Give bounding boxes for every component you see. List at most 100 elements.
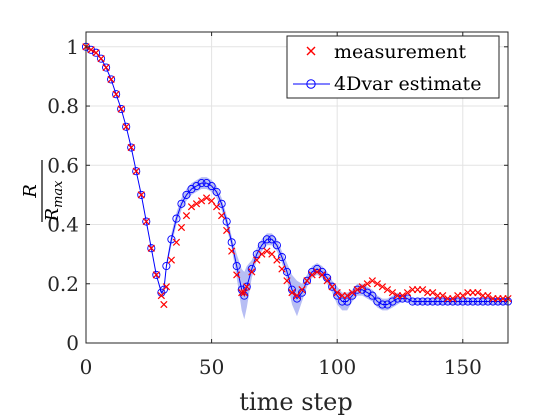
estimate-point	[222, 217, 231, 226]
y-axis-denominator-sub: max	[51, 180, 66, 208]
estimate-point	[162, 261, 171, 271]
measurement-point-stroke	[484, 291, 492, 300]
measurement-point-stroke	[278, 265, 286, 273]
tick-labels: 0 50 100 150 0 0.2 0.4 0.6 0.8 1	[47, 35, 482, 379]
measurement-point	[132, 167, 140, 175]
legend-box	[286, 35, 500, 99]
measurement-point	[197, 197, 206, 205]
measurement-point-stroke	[162, 283, 171, 291]
measurement-point-stroke	[218, 212, 226, 220]
estimate-point	[177, 199, 186, 208]
measurement-point	[273, 256, 281, 264]
measurement-point-stroke	[363, 280, 371, 288]
measurement-point-stroke	[212, 203, 221, 211]
measurement-point	[177, 223, 186, 232]
measurement-point-stroke	[152, 271, 160, 279]
plot-frame	[85, 31, 509, 344]
measurement-point	[112, 90, 120, 98]
estimate-point	[483, 297, 492, 306]
estimate-point	[468, 297, 477, 306]
measurement-point	[343, 291, 351, 300]
measurement-point-stroke	[403, 289, 412, 297]
estimate-point	[252, 250, 261, 259]
estimate-point	[267, 235, 276, 244]
measurement-point	[303, 277, 311, 285]
y-tick-label: 0.2	[47, 272, 79, 296]
measurement-point-stroke	[449, 294, 457, 303]
estimate-point	[458, 297, 467, 306]
measurement-point-stroke	[303, 277, 311, 285]
measurement-point	[258, 250, 266, 258]
measurement-point	[218, 212, 226, 220]
estimate-point	[478, 297, 487, 306]
measurement-point	[298, 286, 306, 294]
measurement-point	[238, 289, 246, 297]
measurement-point	[398, 291, 407, 300]
measurement-point-stroke	[240, 289, 248, 297]
measurement-point-stroke	[323, 277, 331, 285]
measurement-point	[147, 244, 155, 252]
y-axis-title: R Rmax	[20, 160, 66, 222]
estimate-point	[463, 297, 472, 306]
measurement-point	[368, 277, 376, 285]
measurement-point	[383, 286, 392, 294]
measurement-point	[223, 226, 231, 235]
estimate-point	[378, 300, 387, 309]
measurement-point-stroke	[348, 289, 356, 297]
estimate-point	[408, 297, 417, 306]
measurement-point	[278, 265, 286, 273]
measurement-point-stroke	[373, 280, 382, 288]
measurement-point-stroke	[197, 197, 206, 205]
measurement-point-stroke	[398, 291, 407, 300]
measurement-point-stroke	[248, 268, 256, 276]
measurement-point-stroke	[293, 291, 301, 300]
measurement-point-stroke	[383, 286, 392, 294]
y-tick-label: 0	[66, 331, 79, 355]
measurement-point	[313, 268, 321, 276]
estimate-point	[282, 267, 292, 276]
measurement-point	[348, 289, 356, 297]
measurement-point-stroke	[388, 289, 397, 297]
measurement-point-stroke	[182, 212, 191, 220]
legend: measurement 4Dvar estimate	[286, 35, 500, 99]
measurement-point	[253, 256, 261, 264]
measurement-point	[233, 271, 241, 279]
estimate-point	[127, 143, 136, 152]
measurement-point-stroke	[283, 277, 291, 285]
estimate-point	[338, 297, 347, 306]
estimate-point	[147, 244, 156, 253]
measurement-point-stroke	[157, 291, 165, 300]
measurement-point	[97, 55, 105, 63]
measurement-point-stroke	[137, 191, 145, 199]
measurement-point	[308, 271, 316, 279]
measurement-point-stroke	[142, 217, 150, 226]
measurement-point-stroke	[102, 63, 110, 72]
estimate-point	[172, 214, 181, 223]
measurement-point-stroke	[243, 283, 251, 291]
estimate-point	[413, 297, 422, 306]
estimate-point	[277, 253, 286, 262]
measurement-point	[102, 63, 110, 72]
measurement-point-stroke	[147, 244, 155, 252]
y-tick-label: 0.8	[47, 94, 79, 118]
y-axis-denominator-base: R	[42, 208, 63, 223]
measurement-point	[117, 105, 125, 113]
measurement-point	[172, 238, 181, 246]
estimate-point	[207, 181, 216, 191]
estimate-point	[107, 75, 116, 84]
estimate-point	[102, 63, 111, 72]
measurement-point-stroke	[298, 286, 306, 294]
measurement-point-stroke	[187, 203, 196, 211]
estimate-point	[152, 270, 161, 279]
measurement-point	[403, 289, 412, 297]
estimate-point	[117, 104, 126, 114]
measurement-point-stroke	[258, 250, 266, 258]
measurement-point-stroke	[167, 256, 176, 264]
measurement-point-stroke	[313, 268, 321, 276]
estimate-point	[453, 297, 462, 306]
measurement-point-stroke	[459, 291, 467, 300]
measurement-point	[182, 212, 191, 220]
measurement-series	[82, 43, 512, 309]
measurement-point	[142, 217, 150, 226]
